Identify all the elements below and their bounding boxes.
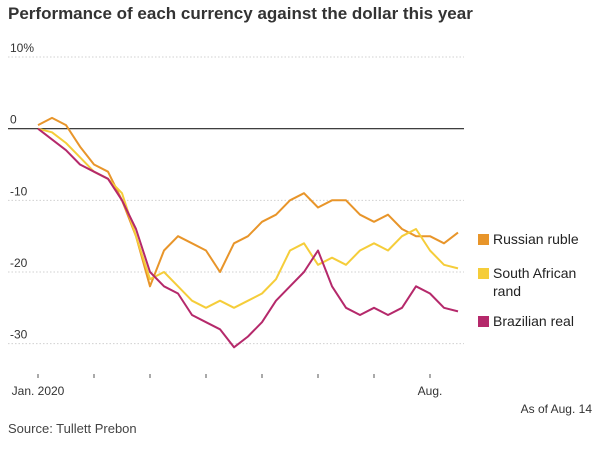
series-line-1	[37, 127, 459, 309]
legend-swatch	[478, 234, 489, 245]
legend-swatch	[478, 268, 489, 279]
x-tick-label: Aug.	[418, 384, 443, 398]
legend-swatch	[478, 316, 489, 327]
source-note: Source: Tullett Prebon	[8, 421, 137, 436]
series-line-0	[37, 116, 459, 288]
y-tick-label: 0	[10, 113, 17, 127]
chart-title: Performance of each currency against the…	[8, 4, 473, 23]
x-tick-label: Jan. 2020	[12, 384, 65, 398]
legend-label: South African rand	[493, 265, 576, 299]
y-tick-label: -20	[10, 256, 28, 270]
legend-label: Brazilian real	[493, 313, 574, 329]
y-tick-label: -10	[10, 184, 28, 198]
y-tick-label: 10%	[10, 41, 34, 55]
as-of-note: As of Aug. 14	[520, 402, 592, 416]
y-tick-label: -30	[10, 328, 28, 342]
series-line-2	[37, 127, 459, 349]
legend-label: Russian ruble	[493, 231, 579, 247]
